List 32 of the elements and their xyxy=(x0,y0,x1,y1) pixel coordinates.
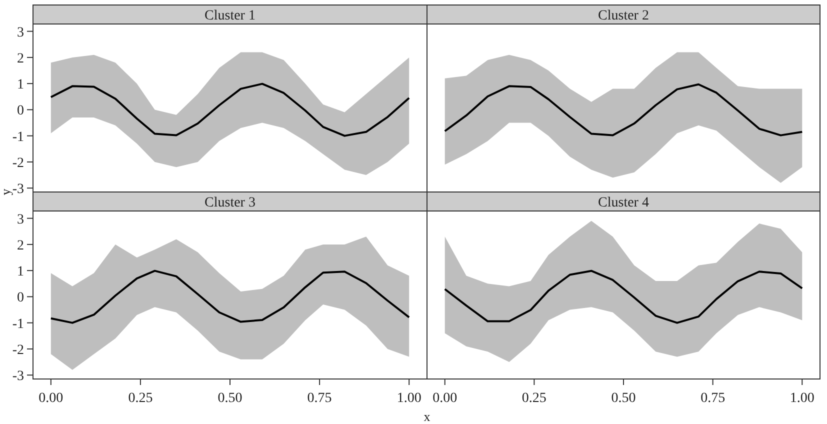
y-tick-label: 1 xyxy=(17,264,24,280)
chart-title: Cluster 1 xyxy=(204,8,256,24)
x-tick-label: 0.25 xyxy=(128,391,153,406)
x-tick-label: 0.75 xyxy=(307,391,332,406)
y-tick-label: 3 xyxy=(17,25,24,40)
x-tick-label: 1.00 xyxy=(790,391,814,406)
chart-title: Cluster 3 xyxy=(204,196,256,210)
chart-title: Cluster 4 xyxy=(598,196,649,210)
line-series xyxy=(50,270,410,324)
y-tick-label: -1 xyxy=(12,130,24,145)
y-tick-label: 0 xyxy=(17,290,24,306)
x-tick-label: 0.25 xyxy=(522,391,546,406)
x-tick-label: 0.00 xyxy=(432,391,458,406)
y-tick-label: -3 xyxy=(12,182,24,198)
x-tick-label: 0.75 xyxy=(700,391,726,406)
y-tick-label: 0 xyxy=(17,104,24,119)
x-tick-label: 0.00 xyxy=(38,391,64,406)
y-tick-label: -2 xyxy=(12,156,24,171)
x-axis-title: x xyxy=(424,409,431,424)
chart-title: Cluster 2 xyxy=(598,8,649,24)
x-tick-label: 1.00 xyxy=(396,391,422,406)
y-tick-label: -3 xyxy=(12,369,24,384)
y-tick-label: -2 xyxy=(12,342,24,358)
y-tick-label: 2 xyxy=(17,238,24,254)
x-tick-label: 0.50 xyxy=(611,391,636,406)
line-series xyxy=(50,82,410,137)
y-tick-label: 1 xyxy=(17,78,24,93)
y-tick-label: 3 xyxy=(17,212,24,228)
y-tick-label: 2 xyxy=(17,51,24,66)
y-axis-title: y xyxy=(0,188,13,196)
x-tick-label: 0.50 xyxy=(218,391,242,406)
y-tick-label: -1 xyxy=(12,316,24,332)
